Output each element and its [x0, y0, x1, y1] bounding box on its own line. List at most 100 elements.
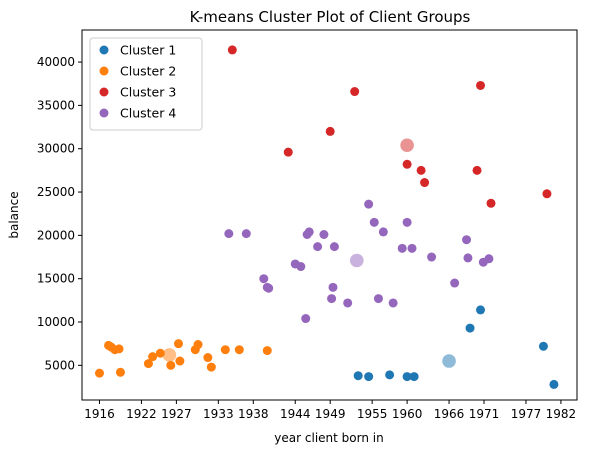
x-tick-label: 1938: [238, 407, 269, 421]
cluster-2-point: [175, 356, 185, 366]
cluster-1-point: [465, 323, 475, 333]
cluster-4-point: [304, 227, 314, 237]
cluster-1-point: [353, 371, 363, 381]
cluster-1-point: [409, 372, 419, 382]
cluster-4-point: [224, 229, 234, 239]
y-tick-label: 5000: [44, 358, 75, 372]
cluster-3-point: [227, 45, 237, 55]
cluster-1-point: [402, 372, 412, 382]
x-tick-label: 1927: [161, 407, 192, 421]
cluster-2-point: [193, 340, 203, 350]
cluster-4-point: [328, 282, 338, 292]
cluster-2-point: [148, 352, 158, 362]
cluster-4-point: [397, 243, 407, 253]
legend-label: Cluster 2: [120, 64, 176, 79]
cluster-4-point: [259, 274, 269, 284]
cluster-4-point: [463, 253, 473, 263]
y-tick-label: 15000: [37, 272, 75, 286]
cluster-3-centroid: [400, 138, 414, 153]
cluster-4-centroid: [349, 253, 364, 268]
cluster-4-point: [369, 217, 379, 227]
cluster-2-point: [115, 367, 125, 377]
cluster-2-point: [143, 359, 153, 369]
x-tick-label: 1966: [434, 407, 465, 421]
cluster-2-point: [262, 346, 272, 356]
y-tick-label: 10000: [37, 315, 75, 329]
cluster-4-point: [388, 298, 398, 308]
cluster-2-point: [206, 362, 216, 372]
x-tick-label: 1971: [469, 407, 500, 421]
cluster-3-point: [402, 159, 412, 169]
y-tick-label: 40000: [37, 55, 75, 69]
legend-box: [89, 37, 203, 131]
legend-marker: [99, 108, 109, 118]
cluster-4-point: [241, 229, 251, 239]
cluster-4-point: [427, 252, 437, 262]
cluster-2-point: [155, 348, 165, 358]
x-tick-label: 1982: [546, 407, 577, 421]
cluster-3-point: [350, 87, 360, 97]
cluster-3-point: [416, 165, 426, 175]
cluster-4-point: [301, 314, 311, 324]
legend-marker: [99, 87, 109, 97]
x-tick-label: 1949: [315, 407, 346, 421]
centroids-layer: [162, 138, 456, 368]
cluster-3-point: [542, 189, 552, 199]
x-tick-label: 1955: [357, 407, 388, 421]
cluster-2-point: [203, 353, 213, 363]
y-tick-label: 25000: [37, 185, 75, 199]
cluster-2-centroid: [162, 348, 177, 362]
cluster-4-point: [407, 243, 417, 253]
y-tick-label: 35000: [37, 98, 75, 112]
cluster-4-point: [296, 262, 306, 272]
cluster-3-point: [472, 165, 482, 175]
cluster-2-point: [94, 368, 104, 378]
cluster-4-point: [373, 294, 383, 304]
cluster-4-point: [484, 254, 494, 264]
legend-label: Cluster 1: [120, 43, 176, 58]
cluster-2-point: [166, 360, 176, 370]
x-tick-label: 1933: [203, 407, 234, 421]
cluster-4-point: [450, 278, 460, 288]
legend-marker: [99, 45, 109, 55]
cluster-1-point: [538, 341, 548, 351]
cluster-1-centroid: [442, 354, 456, 368]
cluster-4-point: [319, 229, 329, 239]
cluster-1-point: [385, 370, 395, 380]
cluster-4-point: [364, 199, 374, 209]
x-tick-label: 1916: [84, 407, 115, 421]
chart-title: K-means Cluster Plot of Client Groups: [190, 8, 471, 26]
cluster-4-point: [327, 294, 337, 304]
cluster-3-point: [476, 80, 486, 90]
y-tick-label: 20000: [37, 228, 75, 242]
cluster-4-point: [264, 283, 274, 293]
x-tick-label: 1944: [280, 407, 311, 421]
cluster-2-point: [173, 339, 183, 349]
x-axis-label: year client born in: [274, 431, 383, 445]
x-tick-label: 1977: [511, 407, 542, 421]
y-axis: 5000 10000 15000 20000 25000 30000 35000 40000: [37, 55, 82, 372]
y-axis-label: balance: [7, 191, 21, 238]
legend-marker: [99, 66, 109, 76]
cluster-3-point: [283, 147, 293, 157]
legend-label: Cluster 3: [120, 85, 176, 100]
cluster-2-point: [220, 345, 230, 355]
cluster-1-point: [476, 305, 486, 315]
points-layer: [94, 45, 559, 389]
cluster-2-point: [114, 344, 124, 354]
cluster-3-point: [420, 178, 430, 188]
cluster-4-point: [329, 242, 339, 252]
cluster-3-point: [325, 126, 335, 136]
cluster-4-point: [402, 217, 412, 227]
cluster-4-point: [343, 298, 353, 308]
legend: Cluster 1 Cluster 2 Cluster 3 Cluster 4: [89, 37, 203, 131]
cluster-3-point: [486, 198, 496, 208]
cluster-4-point: [378, 227, 388, 237]
cluster-2-point: [234, 345, 244, 355]
cluster-1-point: [364, 372, 374, 382]
cluster-1-point: [549, 379, 559, 389]
legend-label: Cluster 4: [120, 106, 176, 121]
cluster-4-point: [313, 242, 323, 252]
